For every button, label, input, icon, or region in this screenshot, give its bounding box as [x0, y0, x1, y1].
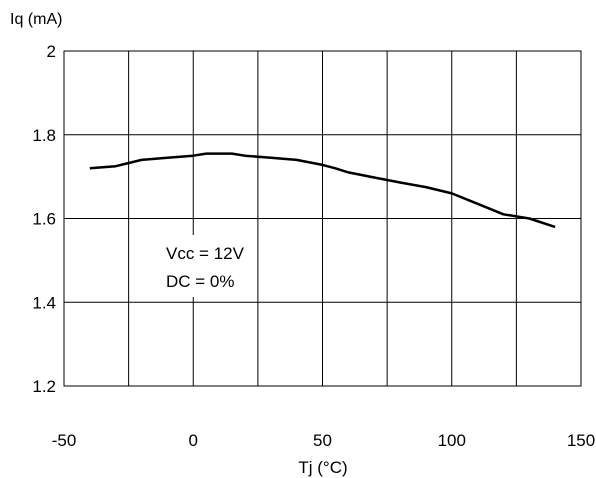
y-tick-label: 1.6 [32, 210, 56, 229]
plot-frame [63, 50, 582, 387]
x-tick-label: 100 [438, 431, 466, 450]
y-axis-label: Iq (mA) [10, 11, 62, 28]
series-line [89, 152, 556, 229]
grid [64, 51, 581, 386]
x-tick-label: 50 [313, 431, 332, 450]
annotation-text: Vcc = 12V [166, 244, 245, 263]
y-tick-label: 2 [47, 42, 56, 61]
annotations: Vcc = 12V DC = 0% [166, 244, 245, 291]
x-axis-label: Tj (°C) [298, 458, 347, 477]
x-tick-labels: -50 0 50 100 150 [52, 431, 595, 450]
annotation-background [155, 235, 255, 297]
y-tick-labels: 1.2 1.4 1.6 1.8 2 [32, 42, 56, 396]
y-tick-label: 1.8 [32, 126, 56, 145]
y-tick-label: 1.4 [32, 293, 56, 312]
x-tick-label: 150 [567, 431, 595, 450]
y-tick-label: 1.2 [32, 377, 56, 396]
annotation-text: DC = 0% [166, 272, 235, 291]
x-tick-label: -50 [52, 431, 77, 450]
x-tick-label: 0 [189, 431, 198, 450]
